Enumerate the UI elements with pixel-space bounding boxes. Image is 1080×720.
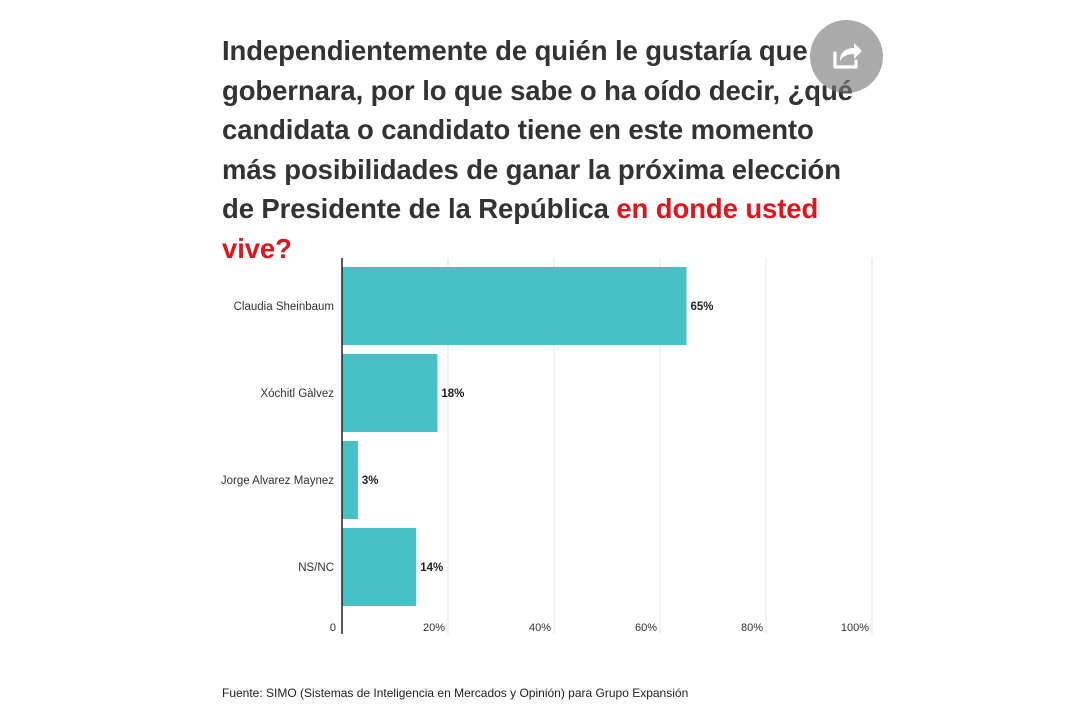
bar xyxy=(342,528,417,606)
x-tick-label: 60% xyxy=(635,622,657,634)
bar xyxy=(342,441,358,519)
x-tick-label: 40% xyxy=(529,622,551,634)
share-button[interactable] xyxy=(810,20,883,93)
value-label: 3% xyxy=(362,475,379,487)
bar xyxy=(342,267,687,345)
x-tick-label: 20% xyxy=(423,622,445,634)
category-label: Claudia Sheinbaum xyxy=(234,301,334,313)
source-note: Fuente: SIMO (Sistemas de Inteligencia e… xyxy=(222,686,689,700)
x-tick-label: 100% xyxy=(841,622,869,634)
category-label: NS/NC xyxy=(298,562,334,574)
value-label: 18% xyxy=(441,388,464,400)
title-highlight: en donde usted vive? xyxy=(222,193,819,264)
category-label: Jorge Alvarez Maynez xyxy=(221,475,334,487)
bar xyxy=(342,354,438,432)
chart-title: Independientemente de quién le gustaría … xyxy=(222,31,872,268)
value-label: 65% xyxy=(691,301,714,313)
title-main: Independientemente de quién le gustaría … xyxy=(222,35,853,224)
value-label: 14% xyxy=(420,562,443,574)
x-tick-label: 80% xyxy=(741,622,763,634)
category-label: Xóchitl Gàlvez xyxy=(260,388,334,400)
share-icon xyxy=(833,43,862,69)
x-tick-label: 0 xyxy=(330,622,336,634)
